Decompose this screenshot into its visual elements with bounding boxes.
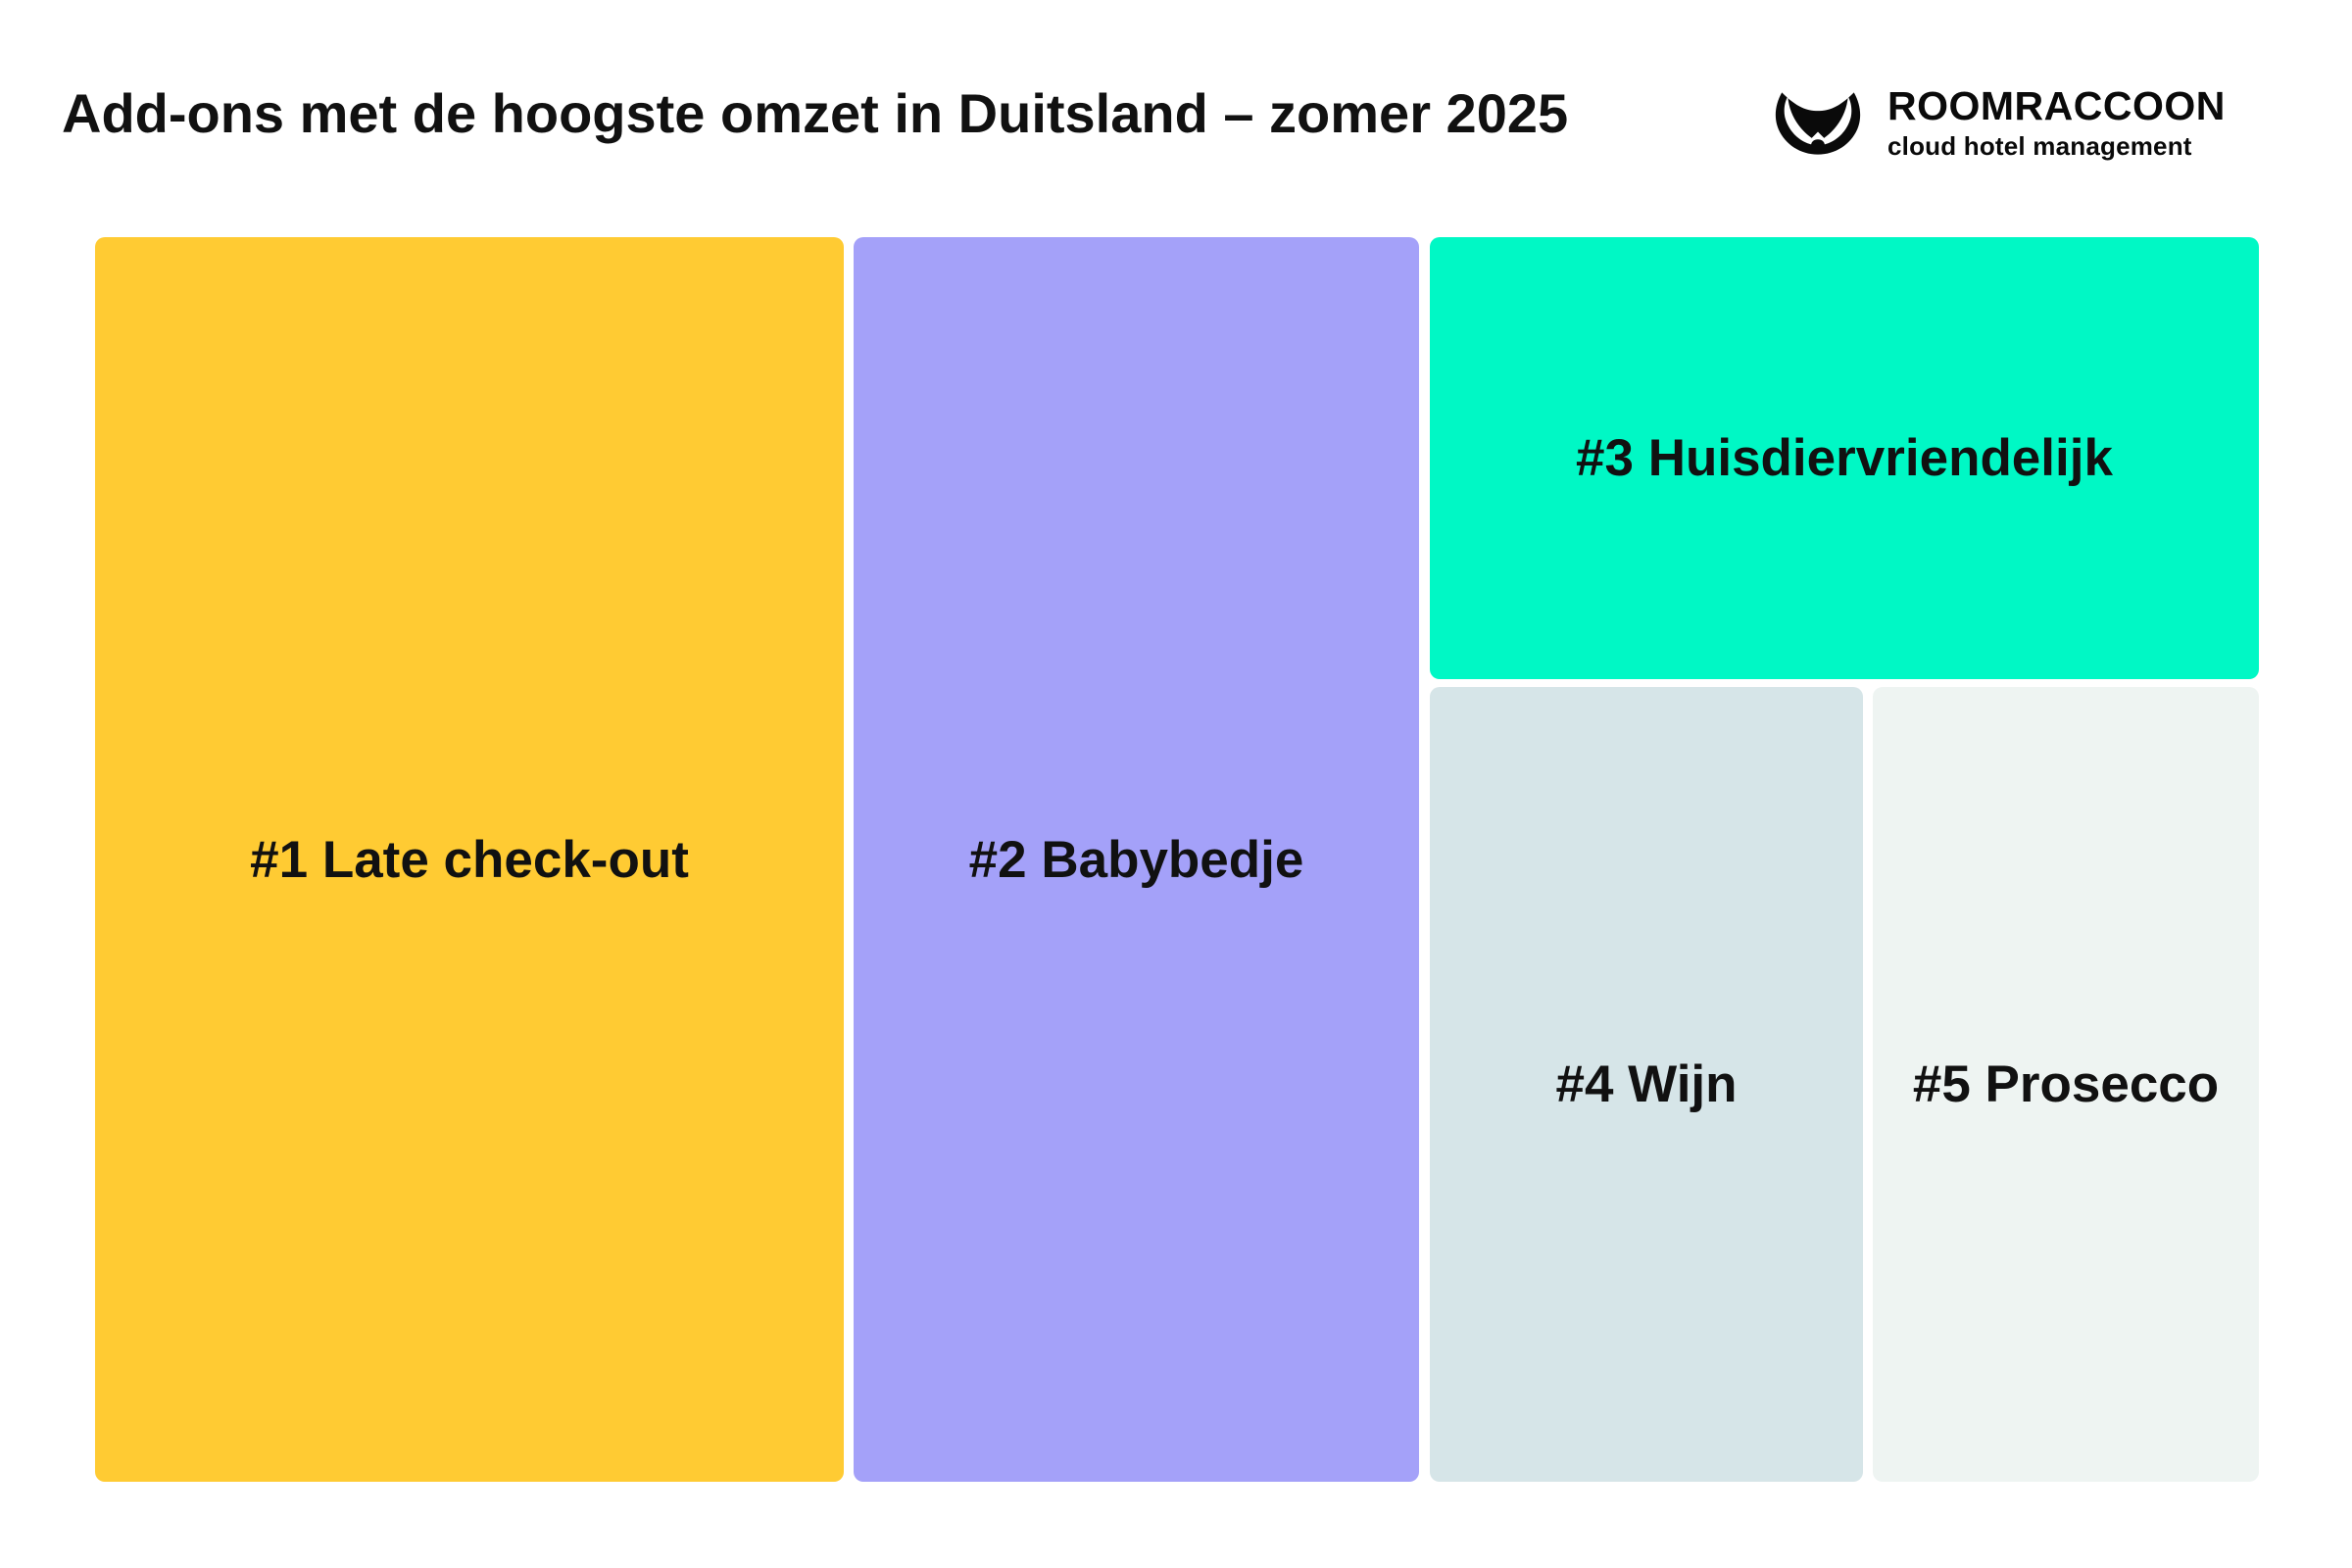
tile-label-babybedje: #2 Babybedje xyxy=(968,830,1304,889)
treemap-chart: #1 Late check-out #2 Babybedje #3 Huisdi… xyxy=(95,237,2259,1482)
raccoon-icon xyxy=(1772,84,1864,163)
roomraccoon-logo: ROOMRACCOON cloud hotel management xyxy=(1772,84,2226,163)
treemap-tile-late-check-out: #1 Late check-out xyxy=(95,237,844,1482)
tile-label-late-check-out: #1 Late check-out xyxy=(250,830,689,889)
tile-label-wijn: #4 Wijn xyxy=(1555,1055,1738,1113)
tile-label-huisdiervriendelijk: #3 Huisdiervriendelijk xyxy=(1576,429,2113,487)
page-title: Add-ons met de hoogste omzet in Duitslan… xyxy=(62,82,1569,144)
treemap-tile-babybedje: #2 Babybedje xyxy=(854,237,1419,1482)
treemap-tile-prosecco: #5 Prosecco xyxy=(1873,687,2259,1482)
logo-text: ROOMRACCOON cloud hotel management xyxy=(1887,82,2226,162)
treemap-tile-wijn: #4 Wijn xyxy=(1430,687,1863,1482)
tile-label-prosecco: #5 Prosecco xyxy=(1912,1055,2220,1113)
logo-brand: ROOMRACCOON xyxy=(1887,82,2226,128)
logo-tagline: cloud hotel management xyxy=(1887,131,2192,162)
treemap-tile-huisdiervriendelijk: #3 Huisdiervriendelijk xyxy=(1430,237,2259,679)
